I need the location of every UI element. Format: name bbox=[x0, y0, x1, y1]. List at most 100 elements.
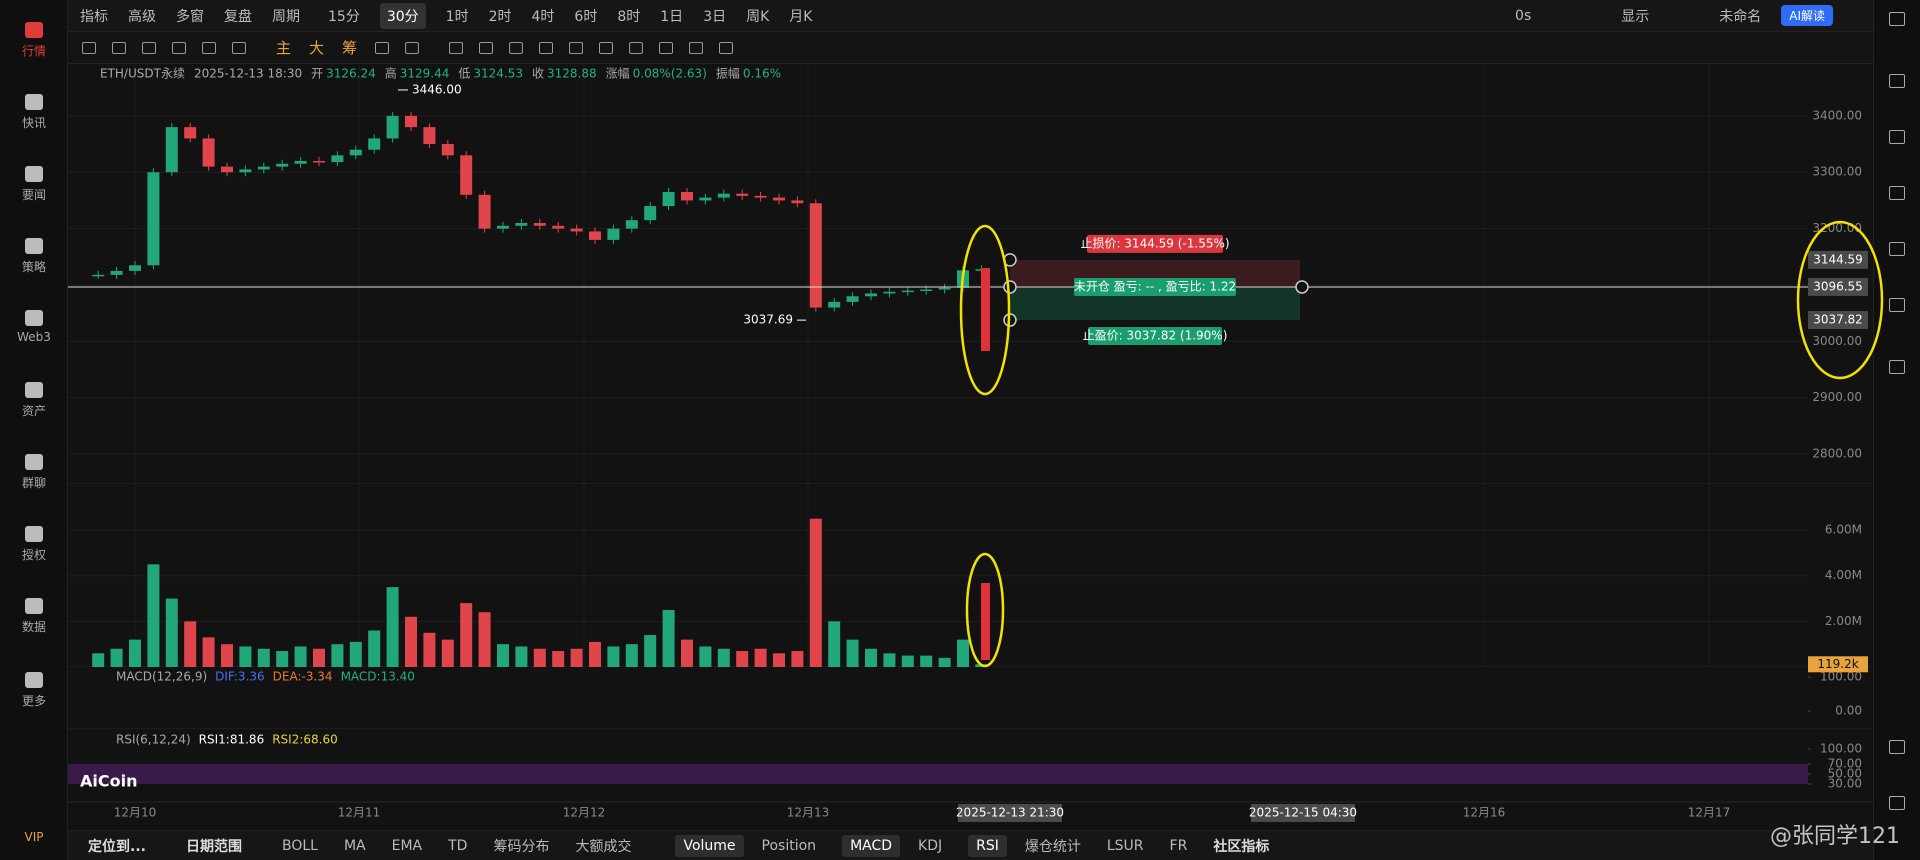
icon[interactable] bbox=[1889, 360, 1905, 374]
nav-item[interactable]: 要闻 bbox=[0, 166, 68, 203]
interval[interactable]: 1日 bbox=[660, 8, 684, 25]
volume-bar bbox=[92, 653, 105, 667]
tool-text[interactable]: 筹 bbox=[342, 39, 358, 57]
tab[interactable]: Volume bbox=[675, 834, 744, 857]
tool[interactable] bbox=[629, 41, 644, 54]
tab[interactable]: KDJ bbox=[918, 837, 943, 854]
tab[interactable]: FR bbox=[1169, 837, 1188, 854]
icon[interactable] bbox=[1889, 242, 1905, 256]
nav-item[interactable]: 更多 bbox=[0, 672, 68, 709]
position-tag bbox=[1087, 234, 1223, 253]
highlight-ring bbox=[959, 224, 1011, 396]
tool[interactable] bbox=[689, 41, 704, 54]
nav-item[interactable]: 资产 bbox=[0, 382, 68, 419]
candle bbox=[92, 274, 105, 277]
interval[interactable]: 6时 bbox=[574, 8, 598, 25]
interval[interactable]: 1时 bbox=[445, 8, 469, 25]
tab[interactable]: Position bbox=[761, 837, 817, 854]
nav-item[interactable]: 数据 bbox=[0, 598, 68, 635]
tool[interactable] bbox=[232, 41, 246, 54]
tool[interactable] bbox=[172, 41, 186, 54]
tool[interactable] bbox=[82, 41, 96, 54]
price-tag-label: 3096.55 bbox=[1813, 279, 1863, 293]
volume-bar bbox=[129, 639, 141, 667]
tool[interactable] bbox=[375, 41, 390, 54]
indicator-legend: MACD:13.40 bbox=[341, 670, 415, 684]
tool[interactable] bbox=[405, 41, 420, 54]
tool[interactable] bbox=[539, 41, 554, 54]
tab[interactable]: 社区指标 bbox=[1213, 838, 1270, 855]
tab[interactable]: 定位到... bbox=[88, 838, 146, 855]
x-tick-label: 12月13 bbox=[787, 806, 830, 820]
nav-item[interactable]: 授权 bbox=[0, 526, 68, 563]
candle bbox=[644, 206, 657, 221]
tool[interactable] bbox=[509, 41, 524, 54]
icon[interactable] bbox=[1889, 796, 1905, 810]
nav-item[interactable]: 快讯 bbox=[0, 94, 68, 131]
candle bbox=[846, 296, 859, 302]
menu[interactable]: 指标 bbox=[80, 8, 108, 25]
tab[interactable]: BOLL bbox=[281, 837, 318, 854]
tab[interactable]: RSI bbox=[968, 834, 1007, 857]
menu[interactable]: 周期 bbox=[272, 8, 300, 25]
tool-text[interactable]: 大 bbox=[309, 39, 325, 57]
volume-bar bbox=[625, 644, 638, 667]
interval[interactable]: 月K bbox=[789, 8, 813, 25]
interval[interactable]: 15分 bbox=[328, 8, 360, 25]
tab[interactable]: MA bbox=[343, 837, 366, 854]
candle bbox=[165, 127, 178, 173]
icon[interactable] bbox=[1889, 74, 1905, 88]
tab[interactable]: EMA bbox=[391, 837, 423, 854]
pane-bg bbox=[68, 667, 1873, 729]
menu[interactable]: 0s bbox=[1515, 7, 1532, 24]
price-tag-label: 3037.82 bbox=[1813, 313, 1863, 327]
tool[interactable] bbox=[479, 41, 494, 54]
interval[interactable]: 周K bbox=[746, 8, 770, 25]
menu[interactable]: 显示 bbox=[1621, 8, 1650, 25]
volume-bar bbox=[515, 646, 528, 667]
tool[interactable] bbox=[449, 41, 464, 54]
candle bbox=[331, 155, 344, 163]
tool[interactable] bbox=[599, 41, 614, 54]
volume-bar bbox=[165, 598, 178, 667]
nav-label: 数据 bbox=[21, 620, 46, 634]
tool[interactable] bbox=[202, 41, 216, 54]
menu[interactable]: 未命名 bbox=[1719, 8, 1762, 25]
nav-item[interactable]: 策略 bbox=[0, 238, 68, 275]
menu[interactable]: 复盘 bbox=[224, 8, 252, 25]
icon[interactable] bbox=[1889, 12, 1905, 26]
tool[interactable] bbox=[719, 41, 734, 54]
interval[interactable]: 30分 bbox=[379, 2, 426, 29]
ai-button[interactable]: AI解读 bbox=[1781, 5, 1833, 26]
interval[interactable]: 2时 bbox=[488, 8, 512, 25]
menu[interactable]: 高级 bbox=[128, 8, 156, 25]
interval[interactable]: 8时 bbox=[617, 8, 641, 25]
tool[interactable] bbox=[659, 41, 674, 54]
volume-bar bbox=[441, 639, 454, 667]
tab[interactable]: MACD bbox=[842, 834, 901, 857]
interval[interactable]: 3日 bbox=[703, 8, 727, 25]
tab[interactable]: 大额成交 bbox=[575, 838, 632, 855]
menu[interactable]: 多窗 bbox=[176, 8, 204, 25]
tab[interactable]: TD bbox=[448, 837, 468, 854]
volume-bar bbox=[828, 621, 841, 667]
nav-item[interactable]: Web3 bbox=[0, 310, 68, 344]
tool[interactable] bbox=[569, 41, 584, 54]
icon[interactable] bbox=[1889, 186, 1905, 200]
interval[interactable]: 4时 bbox=[531, 8, 555, 25]
tool-text[interactable]: 主 bbox=[276, 39, 292, 57]
tool[interactable] bbox=[142, 41, 156, 54]
tab[interactable]: 筹码分布 bbox=[493, 838, 550, 855]
nav-item[interactable]: 群聊 bbox=[0, 454, 68, 491]
nav-item[interactable]: 行情 bbox=[0, 22, 68, 59]
icon[interactable] bbox=[1889, 130, 1905, 144]
tab[interactable]: LSUR bbox=[1106, 837, 1144, 854]
icon[interactable] bbox=[1889, 298, 1905, 312]
tool[interactable] bbox=[112, 41, 126, 54]
nav-item[interactable]: VIP bbox=[0, 830, 68, 844]
tab[interactable]: 日期范围 bbox=[185, 838, 242, 855]
icon[interactable] bbox=[1889, 740, 1905, 754]
tab[interactable]: 爆仓统计 bbox=[1024, 838, 1081, 855]
candle bbox=[221, 166, 233, 173]
chart: 3400.00 3300.00 3200.00 3100.00 3000.00 2900.… bbox=[68, 64, 1884, 822]
